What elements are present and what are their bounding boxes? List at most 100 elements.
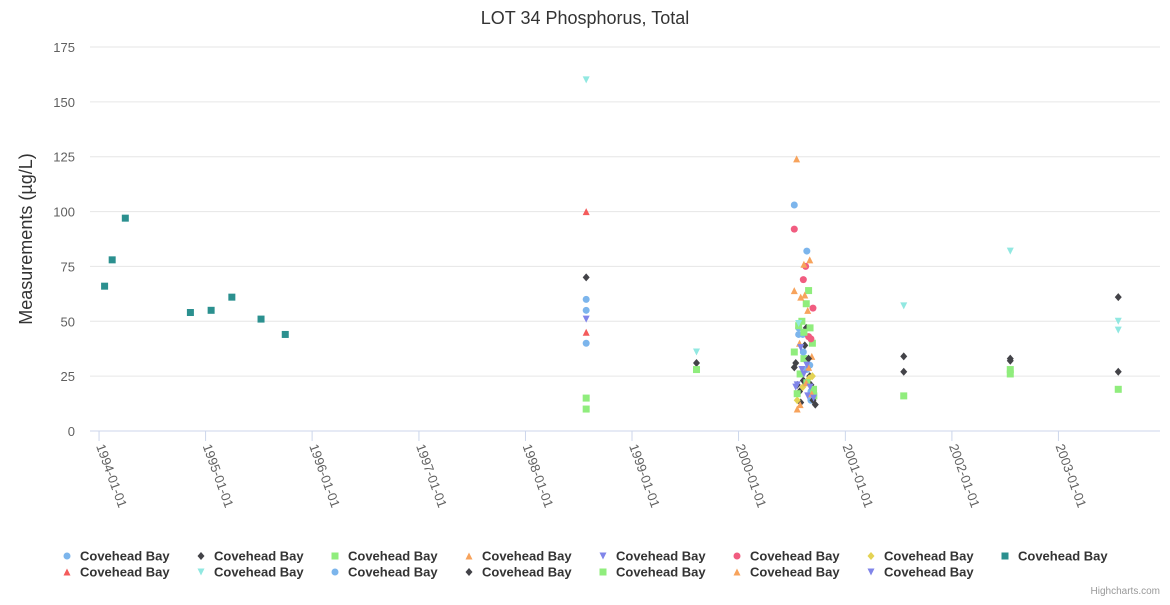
legend-item[interactable]: Covehead Bay xyxy=(867,549,975,564)
data-point xyxy=(790,348,798,356)
legend-label: Covehead Bay xyxy=(616,565,706,580)
data-point xyxy=(797,344,805,352)
data-point xyxy=(1114,385,1122,393)
data-point xyxy=(798,366,806,374)
legend-item[interactable]: Covehead Bay xyxy=(733,565,841,580)
x-tick-label: 1994-01-01 xyxy=(93,442,130,510)
data-point xyxy=(801,341,809,350)
data-point xyxy=(582,405,590,413)
series-1 xyxy=(582,295,815,396)
credits-link[interactable]: Highcharts.com xyxy=(1091,586,1160,597)
data-point xyxy=(582,273,590,282)
legend-item[interactable]: Covehead Bay xyxy=(63,565,171,580)
data-point xyxy=(207,306,215,314)
legend-item[interactable]: Covehead Bay xyxy=(197,549,305,564)
data-point xyxy=(800,328,808,336)
x-tick-label: 2002-01-01 xyxy=(946,442,983,510)
x-tick-label: 1997-01-01 xyxy=(413,442,450,510)
y-axis-title: Measurements (µg/L) xyxy=(16,153,36,324)
data-point xyxy=(799,276,807,284)
data-point xyxy=(807,335,815,343)
legend-item[interactable]: Covehead Bay xyxy=(733,549,841,564)
legend-item[interactable]: Covehead Bay xyxy=(63,549,171,564)
data-point xyxy=(804,392,812,400)
legend-marker xyxy=(867,568,875,576)
data-point xyxy=(793,396,801,405)
data-point xyxy=(803,361,811,369)
legend-item[interactable]: Covehead Bay xyxy=(1001,549,1109,564)
data-point xyxy=(806,383,814,391)
data-point xyxy=(790,225,798,233)
data-point xyxy=(582,339,590,347)
data-point xyxy=(795,319,803,327)
data-point xyxy=(582,328,590,336)
series-2 xyxy=(582,273,1122,409)
series-6 xyxy=(790,225,817,343)
data-point xyxy=(1006,356,1014,365)
legend-label: Covehead Bay xyxy=(750,565,840,580)
y-tick-label: 150 xyxy=(53,95,75,110)
data-point xyxy=(1006,370,1014,378)
legend-label: Covehead Bay xyxy=(616,549,706,564)
legend-item[interactable]: Covehead Bay xyxy=(331,565,439,580)
legend-marker xyxy=(63,568,71,576)
data-point xyxy=(803,247,811,255)
legend-marker xyxy=(465,552,473,560)
y-tick-label: 75 xyxy=(61,259,75,274)
legend-marker xyxy=(733,552,741,560)
data-point xyxy=(790,287,798,295)
legend-item[interactable]: Covehead Bay xyxy=(867,565,975,580)
data-point xyxy=(809,304,817,312)
legend-label: Covehead Bay xyxy=(884,565,974,580)
legend-label: Covehead Bay xyxy=(80,565,170,580)
legend-item[interactable]: Covehead Bay xyxy=(465,549,573,564)
data-point xyxy=(900,352,908,361)
legend[interactable]: Covehead Bay Covehead Bay Covehead Bay Cove… xyxy=(63,549,1109,580)
data-point xyxy=(805,354,813,363)
data-point xyxy=(693,366,701,374)
data-point xyxy=(281,330,289,338)
series-3 xyxy=(582,287,1122,413)
data-point xyxy=(228,293,236,301)
y-tick-label: 125 xyxy=(53,150,75,165)
legend-item[interactable]: Covehead Bay xyxy=(331,549,439,564)
data-point xyxy=(808,372,816,381)
data-point xyxy=(793,405,801,413)
data-point xyxy=(900,392,908,400)
data-point xyxy=(797,293,805,301)
legend-item[interactable]: Covehead Bay xyxy=(599,565,707,580)
y-tick-label: 0 xyxy=(68,424,75,439)
data-point xyxy=(1114,367,1122,376)
data-point xyxy=(800,260,808,268)
y-tick-label: 100 xyxy=(53,205,75,220)
data-point xyxy=(108,256,116,264)
legend-label: Covehead Bay xyxy=(214,565,304,580)
data-point xyxy=(806,256,814,264)
series-9 xyxy=(582,208,590,336)
legend-item[interactable]: Covehead Bay xyxy=(197,565,305,580)
legend-label: Covehead Bay xyxy=(348,549,438,564)
legend-label: Covehead Bay xyxy=(482,565,572,580)
x-tick-label: 1998-01-01 xyxy=(520,442,557,510)
series-12 xyxy=(792,323,1014,405)
data-point xyxy=(693,358,701,367)
data-point xyxy=(805,363,813,371)
data-point xyxy=(1114,293,1122,302)
data-point xyxy=(793,155,801,163)
data-point xyxy=(693,348,701,356)
x-tick-label: 2000-01-01 xyxy=(733,442,770,510)
series-11 xyxy=(582,201,815,404)
data-point xyxy=(582,315,590,323)
data-point xyxy=(800,370,808,378)
legend-item[interactable]: Covehead Bay xyxy=(599,549,707,564)
legend-label: Covehead Bay xyxy=(80,549,170,564)
x-tick-label: 1999-01-01 xyxy=(626,442,663,510)
data-point xyxy=(810,394,818,402)
data-point xyxy=(799,348,807,356)
data-point xyxy=(805,287,813,295)
data-point xyxy=(810,385,818,393)
legend-label: Covehead Bay xyxy=(750,549,840,564)
data-point xyxy=(1006,247,1014,255)
legend-item[interactable]: Covehead Bay xyxy=(465,565,573,580)
